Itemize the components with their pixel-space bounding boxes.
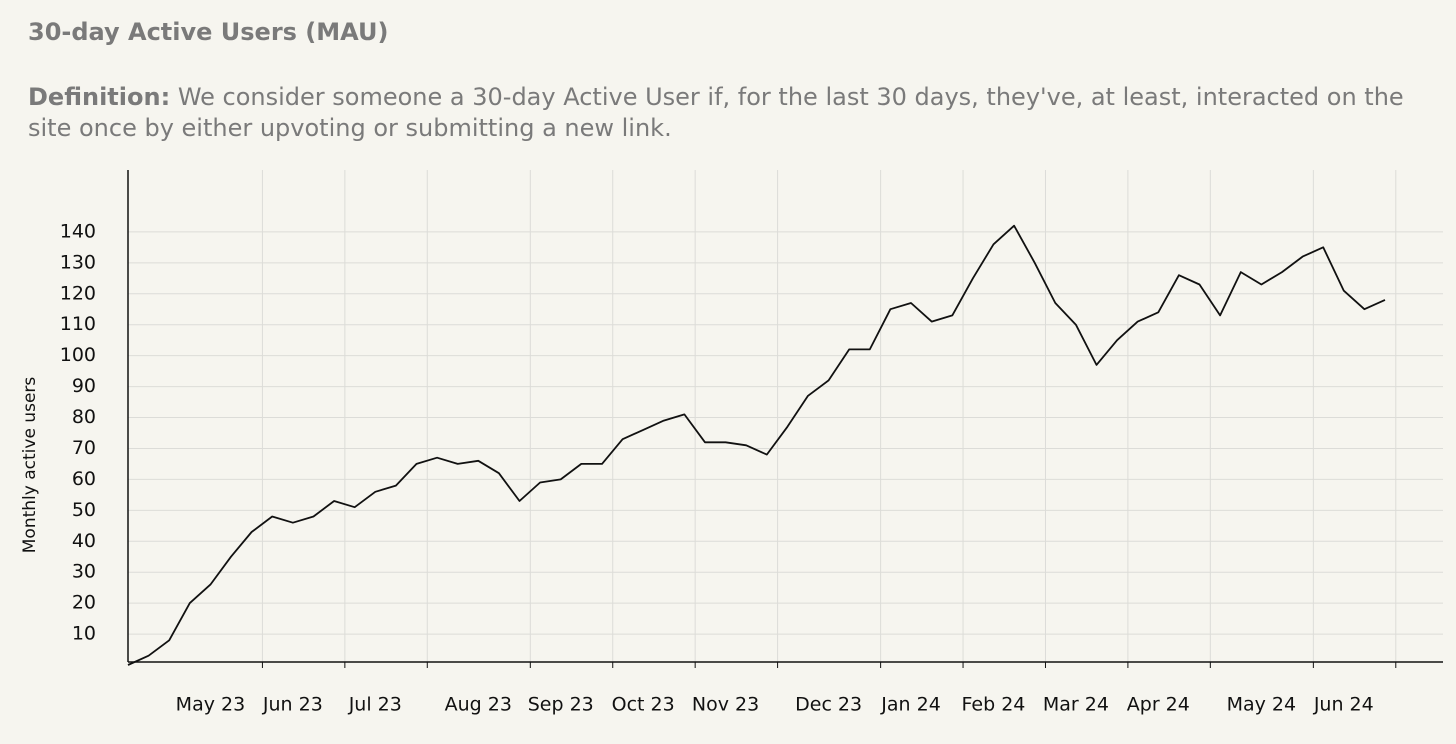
x-tick-label: May 23 <box>176 694 246 716</box>
heading: 30-day Active Users (MAU) <box>28 18 389 46</box>
y-tick-label: 20 <box>72 592 96 614</box>
definition-label: Definition: <box>28 83 171 111</box>
y-tick-label: 90 <box>72 375 96 397</box>
x-tick-label: Apr 24 <box>1127 694 1190 716</box>
y-tick-label: 140 <box>60 220 96 242</box>
x-tick-label: Oct 23 <box>612 694 675 716</box>
y-tick-label: 110 <box>60 313 96 335</box>
x-tick-label: Sep 23 <box>528 694 594 716</box>
y-tick-label: 40 <box>72 530 96 552</box>
y-axis-label: Monthly active users <box>20 377 40 554</box>
y-tick-label: 50 <box>72 499 96 521</box>
y-tick-label: 60 <box>72 468 96 490</box>
x-tick-label: May 24 <box>1227 694 1297 716</box>
y-tick-label: 100 <box>60 344 96 366</box>
x-tick-label: Aug 23 <box>445 694 512 716</box>
y-tick-label: 120 <box>60 282 96 304</box>
x-tick-label: Mar 24 <box>1043 694 1109 716</box>
x-tick-label: Jun 23 <box>262 694 323 716</box>
definition: Definition: We consider someone a 30-day… <box>28 82 1428 144</box>
definition-text: We consider someone a 30-day Active User… <box>28 83 1404 142</box>
y-tick-label: 10 <box>72 623 96 645</box>
x-tick-label: Jun 24 <box>1313 694 1374 716</box>
x-tick-label: Nov 23 <box>692 694 759 716</box>
line <box>127 224 1386 666</box>
y-tick-label: 130 <box>60 251 96 273</box>
y-tick-label: 30 <box>72 561 96 583</box>
x-tick-label: Feb 24 <box>962 694 1026 716</box>
x-tick-label: Jul 23 <box>348 694 402 716</box>
x-tick-label: Jan 24 <box>880 694 941 716</box>
y-tick-label: 80 <box>72 406 96 428</box>
y-tick-label: 70 <box>72 437 96 459</box>
x-tick-label: Dec 23 <box>795 694 862 716</box>
